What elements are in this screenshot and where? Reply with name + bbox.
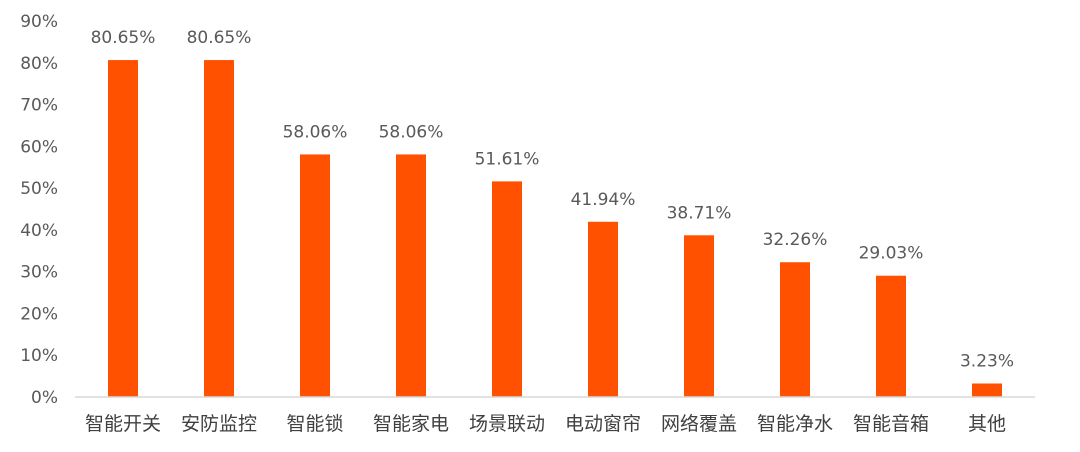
y-tick-label: 90%	[20, 12, 58, 32]
data-labels: 80.65% 80.65% 58.06% 58.06% 51.61% 41.94% 38.7…	[91, 28, 1014, 371]
y-tick-label: 60%	[20, 137, 58, 157]
bar	[108, 60, 138, 397]
x-tick-label: 场景联动	[469, 413, 545, 435]
data-label: 51.61%	[475, 149, 540, 169]
y-tick-label: 20%	[20, 304, 58, 324]
data-label: 80.65%	[187, 28, 252, 48]
bar	[300, 154, 330, 397]
y-tick-label: 70%	[20, 96, 58, 116]
data-label: 41.94%	[571, 190, 636, 210]
x-tick-label: 智能净水	[757, 413, 833, 435]
data-label: 29.03%	[859, 244, 924, 264]
data-label: 3.23%	[960, 352, 1014, 372]
bar	[876, 275, 906, 397]
x-tick-label: 智能音箱	[853, 413, 929, 435]
x-tick-label: 其他	[968, 413, 1006, 435]
y-tick-label: 80%	[20, 54, 58, 74]
x-tick-label: 智能锁	[286, 413, 343, 435]
bar	[204, 60, 234, 397]
data-label: 58.06%	[283, 122, 348, 142]
y-tick-label: 30%	[20, 263, 58, 283]
y-tick-label: 0%	[31, 388, 58, 408]
data-label: 80.65%	[91, 28, 156, 48]
x-tick-label: 智能开关	[85, 413, 161, 435]
bar	[780, 262, 810, 397]
y-tick-label: 10%	[20, 346, 58, 366]
bar	[588, 221, 618, 397]
y-tick-label: 50%	[20, 179, 58, 199]
x-tick-label: 智能家电	[373, 413, 449, 435]
bar	[492, 181, 522, 397]
data-label: 58.06%	[379, 122, 444, 142]
bar	[972, 383, 1002, 397]
x-tick-label: 电动窗帘	[565, 413, 641, 435]
y-tick-label: 40%	[20, 221, 58, 241]
x-tick-label: 安防监控	[181, 413, 257, 435]
bar	[684, 235, 714, 397]
bars	[108, 60, 1002, 397]
bar	[396, 154, 426, 397]
x-tick-label: 网络覆盖	[661, 413, 737, 435]
data-label: 38.71%	[667, 203, 732, 223]
data-label: 32.26%	[763, 230, 828, 250]
x-axis: 智能开关 安防监控 智能锁 智能家电 场景联动 电动窗帘 网络覆盖 智能净水 智能音箱 其他	[75, 396, 1035, 435]
y-axis: 0% 10% 20% 30% 40% 50% 60% 70% 80% 90%	[20, 12, 58, 408]
